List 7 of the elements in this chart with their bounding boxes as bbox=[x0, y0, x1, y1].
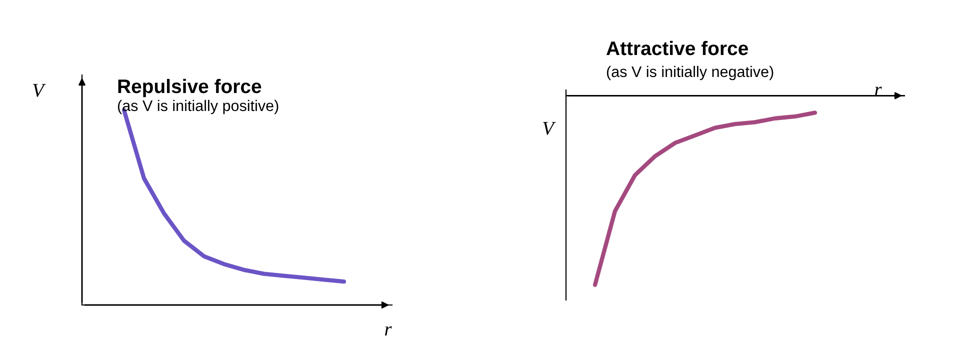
y-axis-title: V bbox=[33, 84, 46, 97]
chart-subtitle: (as V is initially positive) bbox=[118, 100, 278, 114]
chart-title: Repulsive force bbox=[118, 78, 262, 98]
y-axis-title: V bbox=[543, 122, 556, 135]
chart-title: Attractive force bbox=[606, 40, 748, 56]
chart-subtitle: (as V is initially negative) bbox=[606, 66, 774, 80]
x-axis-title: r bbox=[385, 326, 392, 336]
